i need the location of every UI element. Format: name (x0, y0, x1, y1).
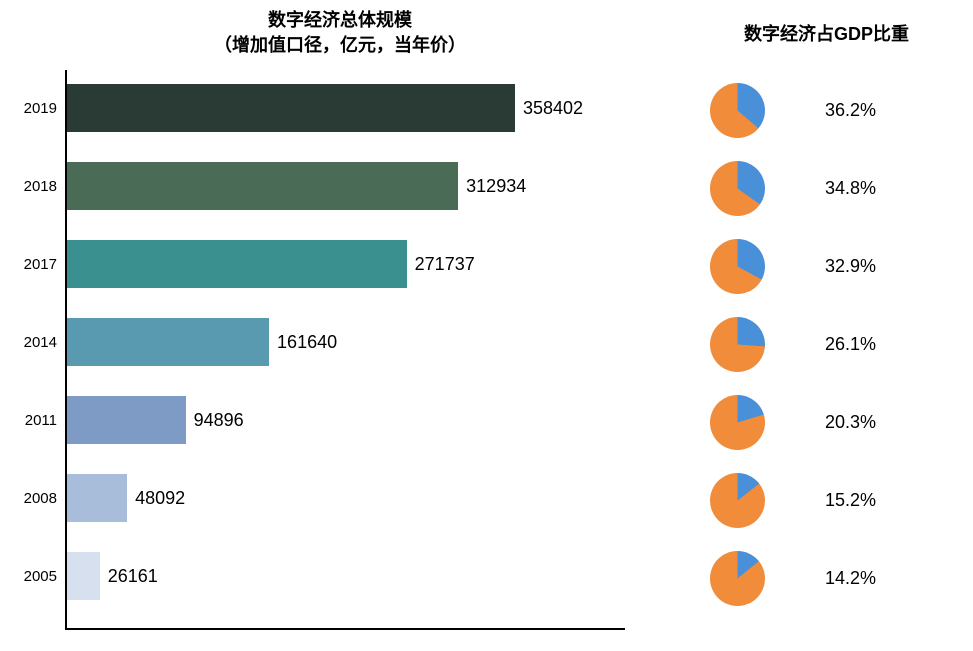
pie-row: 34.8% (680, 158, 973, 218)
pie-row: 26.1% (680, 314, 973, 374)
bar-value: 94896 (194, 410, 244, 431)
bar-value: 26161 (108, 566, 158, 587)
bar (67, 318, 269, 366)
pie-icon (710, 161, 765, 216)
bar-value: 48092 (135, 488, 185, 509)
chart-container: 数字经济总体规模 （增加值口径，亿元，当年价） 2019358402201831… (0, 0, 973, 651)
pie-percentage-label: 14.2% (825, 568, 876, 589)
pie-row: 14.2% (680, 548, 973, 608)
pie-percentage-label: 34.8% (825, 178, 876, 199)
year-label: 2019 (24, 100, 57, 117)
bar-chart-title: 数字经济总体规模 （增加值口径，亿元，当年价） (0, 0, 680, 70)
bar (67, 162, 458, 210)
pie-icon (710, 551, 765, 606)
bars-area: 2019358402 2018312934 2017271737 2014161640… (65, 70, 625, 630)
year-label: 2018 (24, 178, 57, 195)
bar (67, 240, 407, 288)
pie-row: 15.2% (680, 470, 973, 530)
year-label: 2008 (24, 490, 57, 507)
pie-icon (710, 473, 765, 528)
bar-value: 271737 (415, 254, 475, 275)
bar (67, 552, 100, 600)
pie-icon (710, 239, 765, 294)
pie-percentage-label: 26.1% (825, 334, 876, 355)
bar-chart-panel: 数字经济总体规模 （增加值口径，亿元，当年价） 2019358402201831… (0, 0, 680, 651)
pie-chart-title: 数字经济占GDP比重 (680, 0, 973, 62)
year-label: 2011 (25, 412, 57, 429)
bar-row: 200848092 (67, 474, 185, 522)
bar-value: 161640 (277, 332, 337, 353)
pie-icon (710, 317, 765, 372)
bar-title-line2: （增加值口径，亿元，当年价） (0, 33, 680, 58)
pie-chart-panel: 数字经济占GDP比重 36.2% 34.8% 32.9% 26.1% 20.3% 15.2… (680, 0, 973, 651)
pie-percentage-label: 32.9% (825, 256, 876, 277)
bar-row: 2014161640 (67, 318, 337, 366)
year-label: 2017 (24, 256, 57, 273)
pie-row: 20.3% (680, 392, 973, 452)
bar-row: 200526161 (67, 552, 158, 600)
bar-title-line1: 数字经济总体规模 (0, 8, 680, 33)
bar-row: 201194896 (67, 396, 244, 444)
year-label: 2014 (24, 334, 57, 351)
pie-percentage-label: 20.3% (825, 412, 876, 433)
pie-percentage-label: 36.2% (825, 100, 876, 121)
bar-row: 2018312934 (67, 162, 526, 210)
bar (67, 84, 515, 132)
pie-row: 32.9% (680, 236, 973, 296)
pie-row: 36.2% (680, 80, 973, 140)
bar-value: 312934 (466, 176, 526, 197)
bar (67, 396, 186, 444)
pie-icon (710, 83, 765, 138)
bar-value: 358402 (523, 98, 583, 119)
pie-percentage-label: 15.2% (825, 490, 876, 511)
bar-row: 2019358402 (67, 84, 583, 132)
year-label: 2005 (24, 568, 57, 585)
pie-icon (710, 395, 765, 450)
bar (67, 474, 127, 522)
bar-row: 2017271737 (67, 240, 475, 288)
